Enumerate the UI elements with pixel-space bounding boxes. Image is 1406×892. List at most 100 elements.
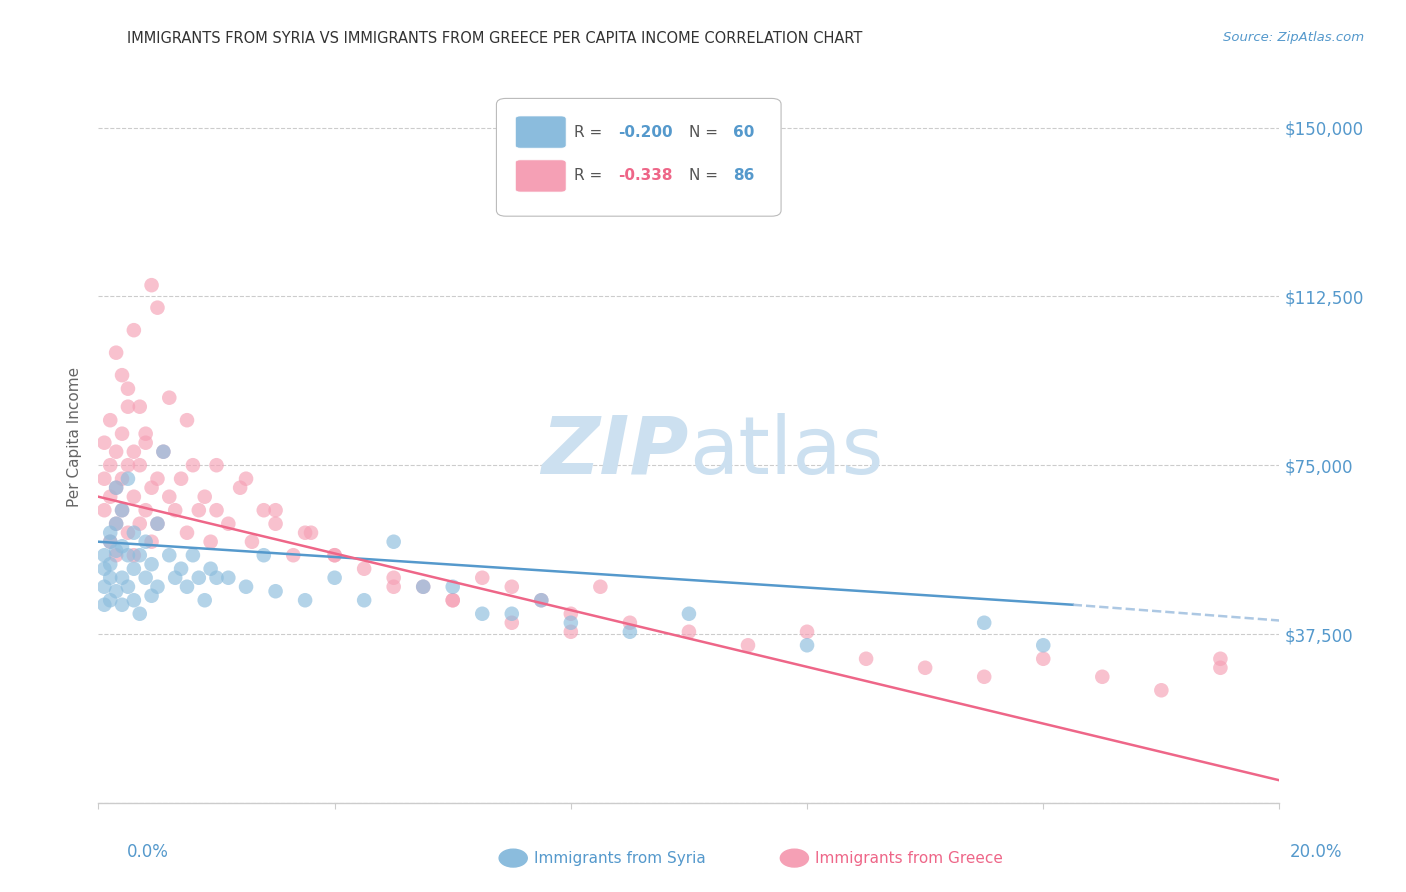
- Point: [93, 580, 115, 594]
- Point: [152, 444, 174, 458]
- Point: [619, 615, 641, 630]
- Point: [105, 543, 128, 558]
- Point: [98, 558, 121, 572]
- Text: IMMIGRANTS FROM SYRIA VS IMMIGRANTS FROM GREECE PER CAPITA INCOME CORRELATION CH: IMMIGRANTS FROM SYRIA VS IMMIGRANTS FROM…: [127, 31, 862, 46]
- Point: [264, 584, 287, 599]
- Point: [128, 548, 150, 562]
- Point: [323, 571, 346, 585]
- Point: [105, 481, 128, 495]
- Point: [105, 516, 128, 531]
- Point: [382, 571, 405, 585]
- Point: [135, 435, 157, 450]
- Point: [135, 503, 157, 517]
- Point: [98, 525, 121, 540]
- Point: [560, 615, 582, 630]
- Point: [122, 593, 145, 607]
- Point: [117, 525, 139, 540]
- Point: [152, 444, 174, 458]
- Point: [353, 562, 375, 576]
- Point: [176, 525, 198, 540]
- Point: [98, 413, 121, 427]
- Point: [98, 458, 121, 473]
- Point: [294, 593, 316, 607]
- Point: [98, 593, 121, 607]
- Text: R =: R =: [575, 125, 607, 139]
- Point: [973, 615, 995, 630]
- Point: [441, 593, 464, 607]
- Y-axis label: Per Capita Income: Per Capita Income: [67, 367, 83, 508]
- Point: [141, 278, 163, 293]
- Point: [1091, 670, 1114, 684]
- Text: atlas: atlas: [689, 413, 883, 491]
- Point: [170, 472, 193, 486]
- Point: [141, 589, 163, 603]
- Point: [93, 435, 115, 450]
- Point: [98, 571, 121, 585]
- Point: [105, 584, 128, 599]
- Point: [323, 548, 346, 562]
- Point: [187, 503, 209, 517]
- Point: [105, 444, 128, 458]
- Point: [93, 548, 115, 562]
- Point: [501, 615, 523, 630]
- Point: [141, 558, 163, 572]
- Point: [111, 571, 134, 585]
- Text: 0.0%: 0.0%: [127, 843, 169, 861]
- Point: [412, 580, 434, 594]
- Point: [441, 593, 464, 607]
- Point: [1150, 683, 1173, 698]
- Point: [205, 503, 228, 517]
- Point: [122, 323, 145, 337]
- Point: [111, 503, 134, 517]
- Point: [93, 598, 115, 612]
- Point: [105, 345, 128, 359]
- Point: [235, 580, 257, 594]
- Point: [283, 548, 305, 562]
- Point: [111, 503, 134, 517]
- Point: [264, 503, 287, 517]
- Point: [205, 571, 228, 585]
- Point: [589, 580, 612, 594]
- Point: [737, 638, 759, 652]
- Point: [1032, 652, 1054, 666]
- Point: [117, 400, 139, 414]
- Text: 86: 86: [733, 169, 754, 184]
- Point: [117, 472, 139, 486]
- Point: [264, 516, 287, 531]
- Point: [796, 624, 818, 639]
- Point: [200, 562, 222, 576]
- Point: [194, 593, 217, 607]
- Point: [353, 593, 375, 607]
- Text: ZIP: ZIP: [541, 413, 689, 491]
- Point: [146, 580, 169, 594]
- Point: [117, 580, 139, 594]
- Point: [294, 525, 316, 540]
- Point: [122, 562, 145, 576]
- Point: [111, 368, 134, 383]
- Point: [135, 534, 157, 549]
- Point: [855, 652, 877, 666]
- Point: [501, 580, 523, 594]
- Point: [146, 516, 169, 531]
- Point: [471, 607, 494, 621]
- Point: [141, 534, 163, 549]
- Point: [382, 580, 405, 594]
- Point: [229, 481, 252, 495]
- Point: [93, 503, 115, 517]
- Point: [253, 503, 276, 517]
- Point: [501, 607, 523, 621]
- Point: [194, 490, 217, 504]
- Point: [181, 458, 204, 473]
- Point: [141, 481, 163, 495]
- Point: [165, 503, 187, 517]
- Text: -0.200: -0.200: [619, 125, 672, 139]
- Point: [122, 525, 145, 540]
- Point: [122, 548, 145, 562]
- Point: [187, 571, 209, 585]
- Point: [105, 548, 128, 562]
- Point: [98, 534, 121, 549]
- Point: [176, 580, 198, 594]
- Point: [619, 624, 641, 639]
- FancyBboxPatch shape: [496, 98, 782, 216]
- Point: [157, 391, 180, 405]
